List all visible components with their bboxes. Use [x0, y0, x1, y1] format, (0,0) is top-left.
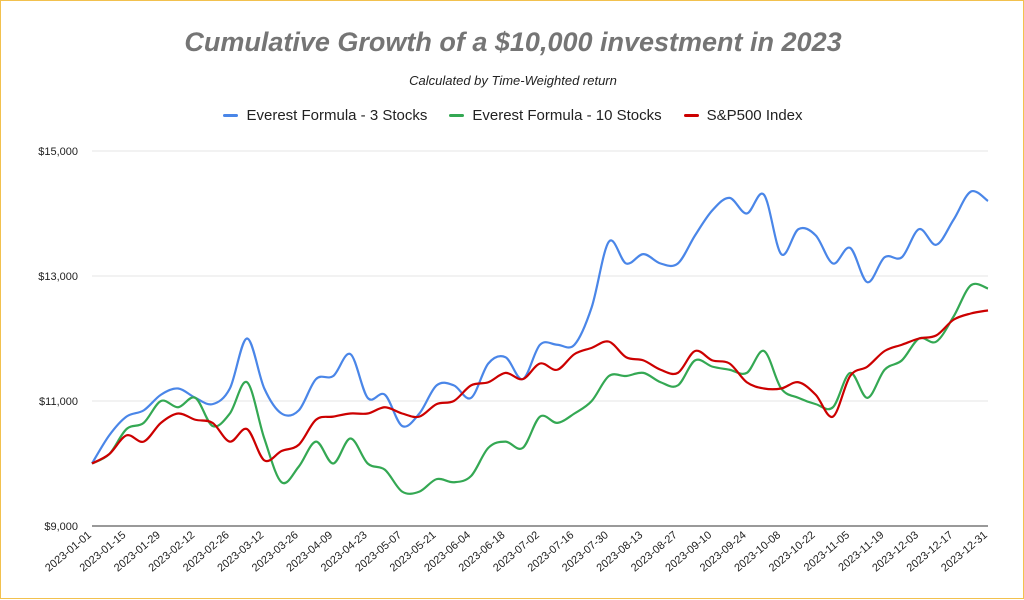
chart-legend: Everest Formula - 3 Stocks Everest Formu… — [1, 107, 1024, 124]
y-tick-label: $13,000 — [38, 271, 78, 283]
y-tick-label: $9,000 — [44, 521, 78, 533]
legend-label-10-stocks: Everest Formula - 10 Stocks — [472, 107, 662, 124]
legend-label-3-stocks: Everest Formula - 3 Stocks — [246, 107, 428, 124]
legend-swatch-3-stocks — [223, 114, 239, 117]
series-line-sp500 — [91, 309, 989, 465]
legend-swatch-10-stocks — [449, 114, 465, 117]
series-line-3-stocks — [91, 189, 989, 465]
y-tick-label: $11,000 — [39, 396, 78, 408]
legend-swatch-sp500 — [683, 114, 699, 117]
legend-label-sp500: S&P500 Index — [706, 107, 803, 124]
y-tick-label: $15,000 — [38, 146, 78, 158]
legend-item-10-stocks: Everest Formula - 10 Stocks — [449, 107, 662, 124]
chart-title: Cumulative Growth of a $10,000 investmen… — [184, 27, 842, 57]
legend-item-sp500: S&P500 Index — [683, 107, 803, 124]
legend-item-3-stocks: Everest Formula - 3 Stocks — [223, 107, 427, 124]
series-line-10-stocks — [91, 282, 989, 495]
chart-subtitle: Calculated by Time-Weighted return — [409, 73, 617, 88]
